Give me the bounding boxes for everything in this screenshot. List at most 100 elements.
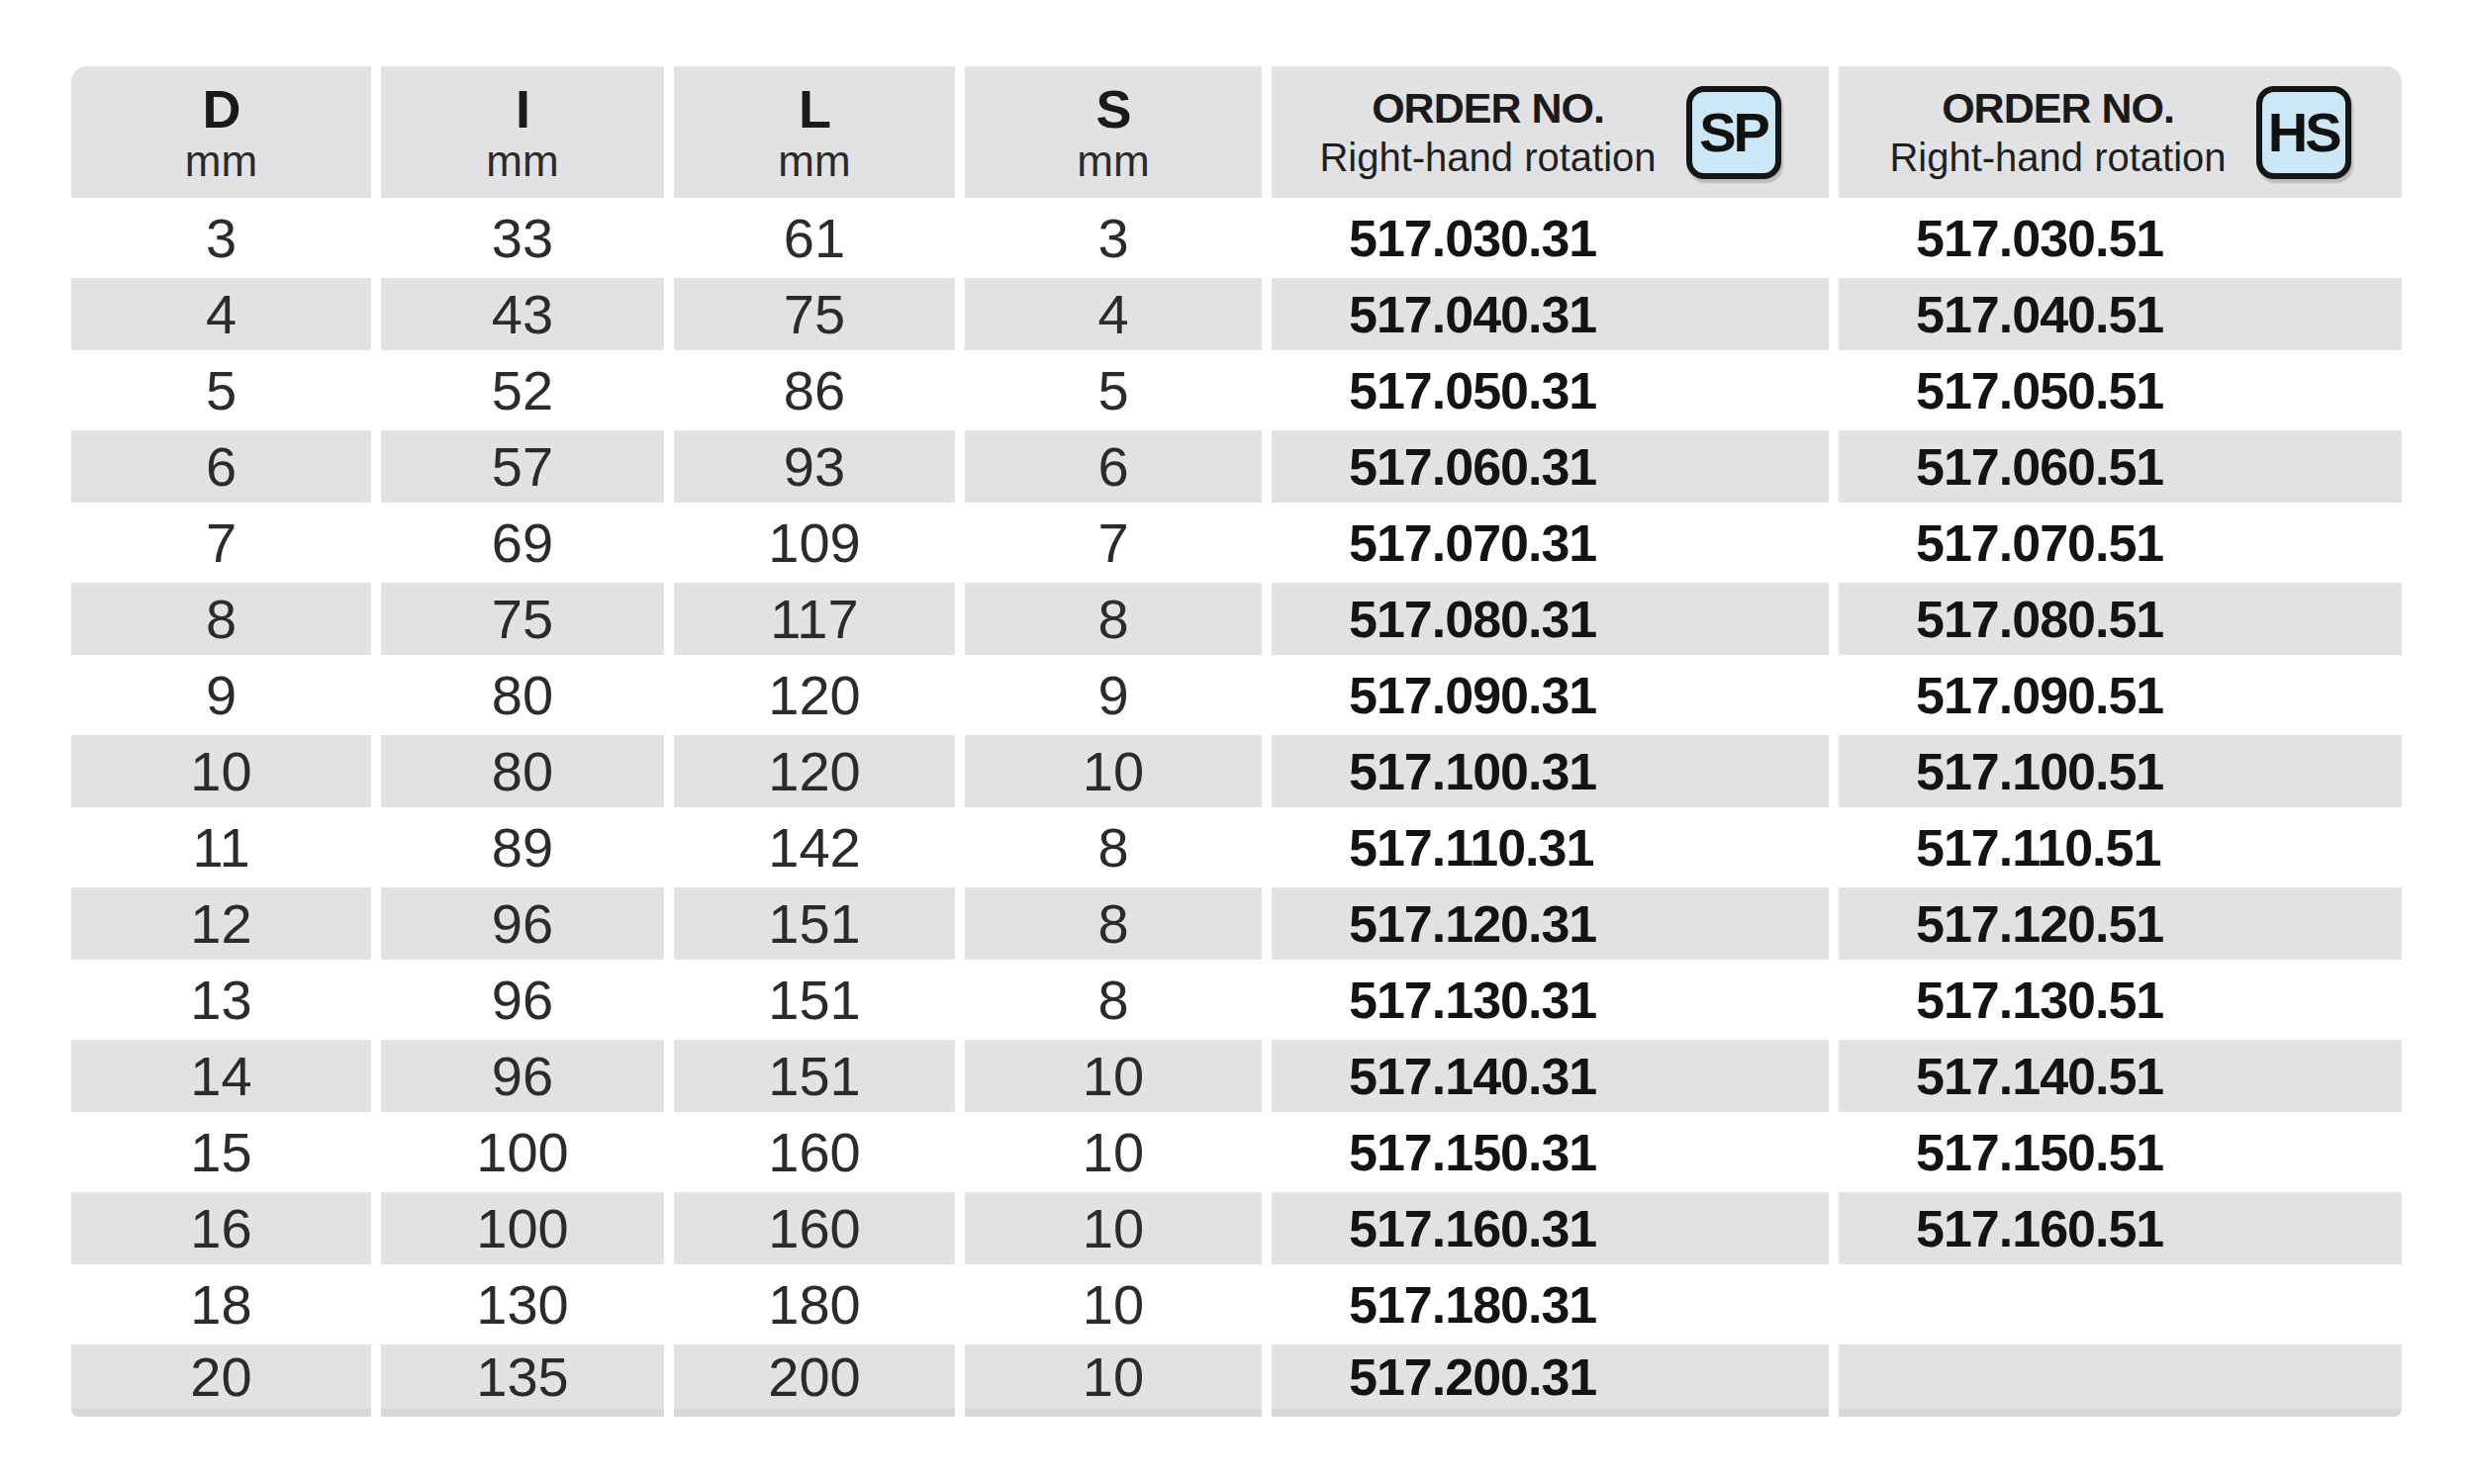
order-no-hs-cell: 517.160.51 (1839, 1192, 2402, 1264)
order-no-hs-cell: 517.120.51 (1839, 887, 2402, 960)
dimension-s-cell: 6 (965, 430, 1262, 503)
dimension-l-cell: 120 (674, 659, 955, 731)
dimension-l-cell: 86 (674, 354, 955, 426)
header-col-s: S mm (965, 66, 1262, 198)
dimension-i-cell: 96 (381, 887, 664, 960)
order-no-hs-cell: 517.050.51 (1839, 354, 2402, 426)
order-no-sp-cell: 517.060.31 (1272, 430, 1829, 503)
order-hs-label: ORDER NO. (1942, 87, 2174, 130)
dimension-d-cell: 14 (71, 1040, 371, 1112)
dimension-i-cell: 57 (381, 430, 664, 503)
dimension-d-cell: 7 (71, 507, 371, 579)
dimension-d-cell: 15 (71, 1116, 371, 1188)
header-col-order-hs: ORDER NO. Right-hand rotation HS (1839, 66, 2402, 198)
dimension-l-cell: 200 (674, 1345, 955, 1417)
dimension-s-cell: 9 (965, 659, 1262, 731)
order-no-sp-cell: 517.140.31 (1272, 1040, 1829, 1112)
dimension-l-cell: 117 (674, 583, 955, 655)
dimension-s-cell: 3 (965, 202, 1262, 274)
dimension-s-cell: 10 (965, 1116, 1262, 1188)
order-no-sp-cell: 517.180.31 (1272, 1268, 1829, 1341)
order-no-sp-cell: 517.050.31 (1272, 354, 1829, 426)
header-l-unit: mm (778, 139, 850, 183)
order-hs-header-text: ORDER NO. Right-hand rotation (1889, 87, 2226, 177)
dimension-i-cell: 69 (381, 507, 664, 579)
product-table: D mm I mm L mm S mm ORDER NO. Right-hand… (71, 66, 2402, 1417)
order-no-sp-cell: 517.040.31 (1272, 278, 1829, 350)
order-no-sp-cell: 517.030.31 (1272, 202, 1829, 274)
header-s-unit: mm (1077, 139, 1149, 183)
dimension-i-cell: 130 (381, 1268, 664, 1341)
dimension-i-cell: 135 (381, 1345, 664, 1417)
order-no-hs-cell (1839, 1268, 2402, 1341)
header-i-unit: mm (486, 139, 558, 183)
header-col-order-sp: ORDER NO. Right-hand rotation SP (1272, 66, 1829, 198)
order-no-sp-cell: 517.070.31 (1272, 507, 1829, 579)
dimension-d-cell: 20 (71, 1345, 371, 1417)
order-no-sp-cell: 517.080.31 (1272, 583, 1829, 655)
dimension-l-cell: 109 (674, 507, 955, 579)
dimension-l-cell: 151 (674, 1040, 955, 1112)
order-no-hs-cell: 517.110.51 (1839, 811, 2402, 883)
dimension-l-cell: 160 (674, 1116, 955, 1188)
order-no-hs-cell: 517.030.51 (1839, 202, 2402, 274)
dimension-d-cell: 18 (71, 1268, 371, 1341)
dimension-i-cell: 96 (381, 964, 664, 1036)
dimension-d-cell: 6 (71, 430, 371, 503)
order-no-sp-cell: 517.090.31 (1272, 659, 1829, 731)
dimension-l-cell: 160 (674, 1192, 955, 1264)
dimension-d-cell: 10 (71, 735, 371, 807)
header-col-d: D mm (71, 66, 371, 198)
dimension-s-cell: 10 (965, 735, 1262, 807)
dimension-s-cell: 8 (965, 811, 1262, 883)
order-no-hs-cell (1839, 1345, 2402, 1417)
dimension-l-cell: 93 (674, 430, 955, 503)
dimension-i-cell: 52 (381, 354, 664, 426)
order-sp-sublabel: Right-hand rotation (1319, 138, 1656, 177)
order-no-hs-cell: 517.080.51 (1839, 583, 2402, 655)
dimension-i-cell: 33 (381, 202, 664, 274)
catalog-page: D mm I mm L mm S mm ORDER NO. Right-hand… (0, 0, 2474, 1484)
dimension-s-cell: 10 (965, 1040, 1262, 1112)
order-no-hs-cell: 517.090.51 (1839, 659, 2402, 731)
dimension-d-cell: 11 (71, 811, 371, 883)
dimension-d-cell: 3 (71, 202, 371, 274)
header-l-label: L (799, 82, 830, 136)
dimension-i-cell: 100 (381, 1192, 664, 1264)
order-no-hs-cell: 517.040.51 (1839, 278, 2402, 350)
dimension-i-cell: 80 (381, 659, 664, 731)
header-col-i: I mm (381, 66, 664, 198)
dimension-i-cell: 100 (381, 1116, 664, 1188)
order-no-sp-cell: 517.160.31 (1272, 1192, 1829, 1264)
dimension-i-cell: 96 (381, 1040, 664, 1112)
dimension-s-cell: 8 (965, 583, 1262, 655)
order-sp-header-text: ORDER NO. Right-hand rotation (1319, 87, 1656, 177)
dimension-d-cell: 16 (71, 1192, 371, 1264)
dimension-s-cell: 10 (965, 1345, 1262, 1417)
dimension-s-cell: 8 (965, 964, 1262, 1036)
order-sp-label: ORDER NO. (1372, 87, 1604, 130)
dimension-d-cell: 9 (71, 659, 371, 731)
dimension-d-cell: 5 (71, 354, 371, 426)
dimension-s-cell: 5 (965, 354, 1262, 426)
dimension-i-cell: 80 (381, 735, 664, 807)
dimension-s-cell: 7 (965, 507, 1262, 579)
dimension-l-cell: 120 (674, 735, 955, 807)
header-d-unit: mm (185, 139, 257, 183)
order-no-sp-cell: 517.130.31 (1272, 964, 1829, 1036)
order-no-hs-cell: 517.140.51 (1839, 1040, 2402, 1112)
header-i-label: I (516, 82, 529, 136)
order-no-sp-cell: 517.150.31 (1272, 1116, 1829, 1188)
dimension-i-cell: 89 (381, 811, 664, 883)
order-no-hs-cell: 517.130.51 (1839, 964, 2402, 1036)
sp-badge: SP (1686, 86, 1781, 179)
order-no-hs-cell: 517.070.51 (1839, 507, 2402, 579)
dimension-s-cell: 10 (965, 1268, 1262, 1341)
header-col-l: L mm (674, 66, 955, 198)
hs-badge: HS (2256, 86, 2351, 179)
dimension-d-cell: 8 (71, 583, 371, 655)
dimension-d-cell: 12 (71, 887, 371, 960)
dimension-s-cell: 10 (965, 1192, 1262, 1264)
order-no-sp-cell: 517.100.31 (1272, 735, 1829, 807)
order-no-sp-cell: 517.120.31 (1272, 887, 1829, 960)
